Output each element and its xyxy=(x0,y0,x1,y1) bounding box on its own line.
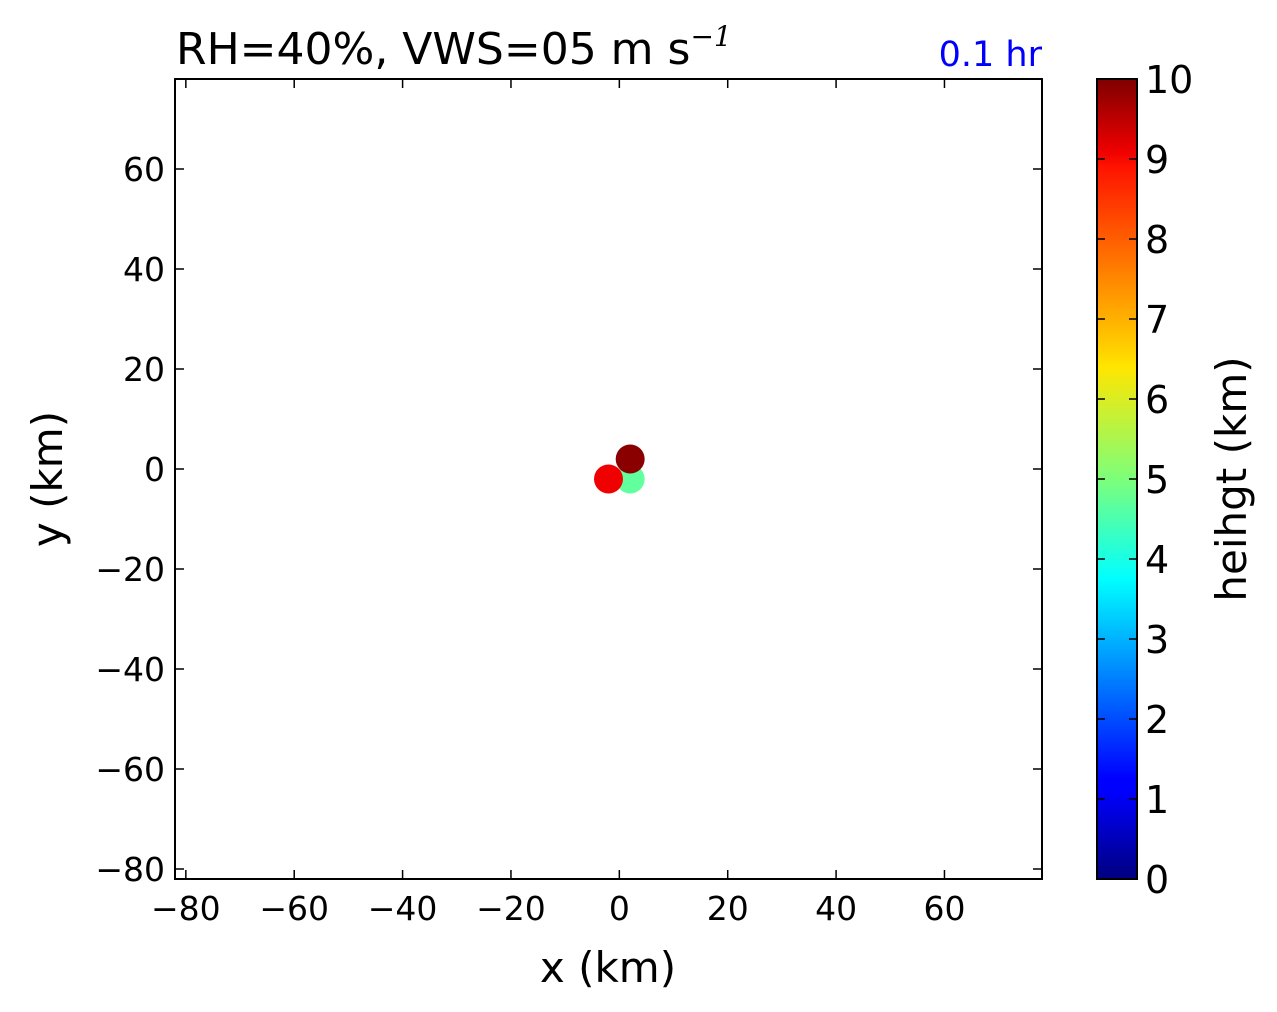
y-tick-label: −60 xyxy=(95,750,165,789)
colorbar-label: heihgt (km) xyxy=(1207,356,1256,601)
colorbar-tick-label: 5 xyxy=(1145,458,1169,502)
x-tick-label: 40 xyxy=(815,889,857,928)
colorbar-tick-label: 3 xyxy=(1145,618,1169,662)
axis-ticks: −80 −60 −40 −20 0 20 40 60 −80 −60 −40 −20 0 20 40 60 xyxy=(95,79,1042,928)
colorbar-tick-label: 6 xyxy=(1145,378,1169,422)
time-annotation: 0.1 hr xyxy=(939,35,1043,75)
y-tick-label: 60 xyxy=(123,150,165,189)
x-axis-label: x (km) xyxy=(540,943,676,992)
x-tick-label: 0 xyxy=(609,889,630,928)
y-axis-label: y (km) xyxy=(23,411,72,547)
colorbar-tick-label: 9 xyxy=(1145,138,1169,182)
data-point xyxy=(594,464,623,494)
colorbar-tick-label: 2 xyxy=(1145,698,1169,742)
data-point xyxy=(615,444,645,474)
y-tick-label: 0 xyxy=(144,450,165,489)
y-tick-label: −80 xyxy=(95,850,165,889)
colorbar-tick-label: 7 xyxy=(1145,298,1169,342)
colorbar-tick-label: 10 xyxy=(1145,58,1193,102)
chart-title: RH=40%, VWS=05 m s−1 xyxy=(176,20,732,75)
colorbar-tick-label: 8 xyxy=(1145,218,1169,262)
colorbar-tick-label: 4 xyxy=(1145,538,1169,582)
data-point xyxy=(615,464,645,494)
y-tick-label: 20 xyxy=(123,350,165,389)
x-tick-label: −80 xyxy=(151,889,221,928)
x-tick-label: 60 xyxy=(923,889,965,928)
colorbar-tick-label: 1 xyxy=(1145,778,1169,822)
title-superscript: −1 xyxy=(690,20,731,53)
colorbar-tick-label: 0 xyxy=(1145,858,1169,902)
colorbar-ticks: 0 1 2 3 4 5 6 7 8 9 10 xyxy=(1097,58,1193,902)
x-tick-label: −20 xyxy=(476,889,546,928)
x-tick-label: −40 xyxy=(368,889,438,928)
y-tick-label: 40 xyxy=(123,250,165,289)
y-tick-label: −40 xyxy=(95,650,165,689)
y-tick-label: −20 xyxy=(95,550,165,589)
data-points xyxy=(594,444,645,494)
x-tick-label: −60 xyxy=(259,889,329,928)
x-tick-label: 20 xyxy=(707,889,749,928)
